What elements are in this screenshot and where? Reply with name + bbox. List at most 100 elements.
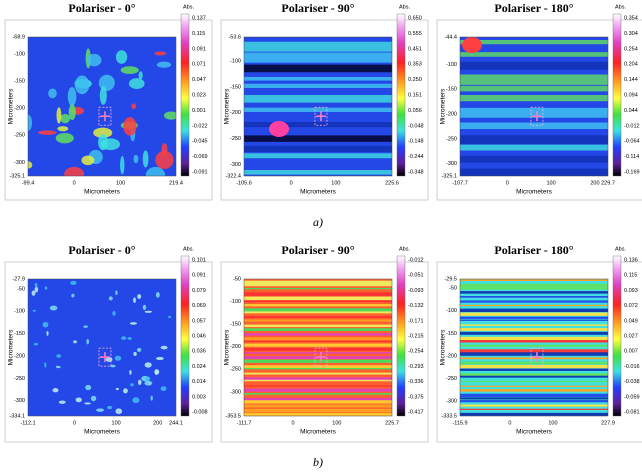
heatmap-stripe xyxy=(244,287,392,290)
colorbar-tick-label: 0.057 xyxy=(192,318,206,324)
heatmap-stripe xyxy=(460,331,608,335)
colorbar-tick-label: 0.036 xyxy=(192,349,206,355)
heatmap-blob xyxy=(42,321,49,328)
heatmap-blob xyxy=(106,405,113,410)
heatmap-blob xyxy=(57,126,69,132)
colorbar-tick-label: -0.048 xyxy=(408,123,424,129)
heatmap-blob xyxy=(137,347,142,352)
heatmap-blob xyxy=(52,388,59,393)
heatmap-stripe xyxy=(244,316,392,319)
roi-box xyxy=(98,106,112,126)
roi-box xyxy=(530,106,544,126)
colorbar-tick-label: 0.027 xyxy=(624,333,638,339)
panel-title: Polariser - 180° xyxy=(494,1,573,15)
heatmap-blob xyxy=(93,127,113,138)
heatmap xyxy=(244,37,392,176)
colorbar-tick-label: 0.151 xyxy=(408,92,422,98)
heatmap-blob xyxy=(60,113,70,124)
colorbar xyxy=(396,255,406,417)
heatmap-stripe xyxy=(244,308,392,312)
heatmap-stripe xyxy=(244,304,392,307)
heatmap-blob xyxy=(160,345,168,350)
colorbar-tick-label: 0.056 xyxy=(408,108,422,114)
heatmap-blob xyxy=(150,395,153,401)
heatmap-blob xyxy=(34,286,39,293)
colorbar-tick-label: 0.071 xyxy=(192,62,206,68)
colorbar-title: Abs. xyxy=(183,246,194,252)
roi-cross xyxy=(315,111,326,122)
colorbar-tick-label: 0.137 xyxy=(192,15,206,21)
colorbar-tick-label: 0.204 xyxy=(624,62,638,68)
x-axis-label: Micrometers xyxy=(84,429,121,436)
heatmap-stripe xyxy=(460,74,608,85)
colorbar-title: Abs. xyxy=(399,4,410,10)
y-tick-label: -50 xyxy=(449,286,457,292)
heatmap-stripe xyxy=(460,122,608,130)
colorbar-tick-label: -0.093 xyxy=(408,288,424,294)
heatmap-blob xyxy=(56,366,61,369)
heatmap-stripe xyxy=(460,344,608,347)
colorbar-tick-label: 0.091 xyxy=(192,273,206,279)
x-tick-label: 0 xyxy=(506,180,509,186)
panel-frame xyxy=(4,19,213,201)
heatmap-blob xyxy=(142,150,149,168)
heatmap-stripe xyxy=(460,283,608,288)
colorbar-tick-label: -0.254 xyxy=(408,349,424,355)
heatmap-stripe xyxy=(460,412,608,416)
heatmap-blob xyxy=(33,343,38,346)
heatmap-stripe xyxy=(244,393,392,395)
heatmap-blob xyxy=(130,383,134,387)
panel: Polariser - 90° -53.6 -100 -150 -200 -250 -300… xyxy=(220,1,429,201)
x-tick-label: 100 xyxy=(112,420,121,426)
plot-border xyxy=(243,278,393,417)
y-tick-label: -200 xyxy=(230,110,241,116)
heatmap-blob xyxy=(44,286,48,290)
heatmap-blob xyxy=(71,293,75,298)
heatmap xyxy=(460,279,608,416)
heatmap-blob xyxy=(137,294,142,299)
x-axis-label: Micrometers xyxy=(516,189,553,196)
heatmap-stripe xyxy=(460,373,608,377)
panel: Polariser - 180° -44.4 -100 -150 -200 -250 -30… xyxy=(436,1,642,201)
y-axis-label: Micrometers xyxy=(8,88,15,125)
heatmap-blob xyxy=(121,336,127,340)
heatmap-blob xyxy=(58,400,66,404)
heatmap-blob xyxy=(56,107,62,124)
heatmap-blob xyxy=(120,155,125,175)
heatmap-stripe xyxy=(244,379,392,382)
heatmap-blob xyxy=(129,322,137,325)
heatmap-blob xyxy=(73,340,77,344)
heatmap-blob xyxy=(98,134,108,151)
heatmap-blob xyxy=(115,408,123,415)
panel: Polariser - 0° -68.9 -100 -150 -200 -250 -300 -… xyxy=(4,1,213,201)
y-axis-label: Micrometers xyxy=(8,329,15,366)
heatmap-stripe xyxy=(244,153,392,159)
y-tick-label: -250 xyxy=(230,136,241,142)
y-tick-label: -100 xyxy=(446,308,457,314)
heatmap-blob xyxy=(129,369,132,375)
x-tick-label: -105.6 xyxy=(236,180,252,186)
colorbar-tick-label: 0.024 xyxy=(192,364,206,370)
colorbar-tick-label: 0.304 xyxy=(624,31,638,37)
plot-border xyxy=(243,36,393,177)
colorbar-tick-label: -0.012 xyxy=(624,123,640,129)
colorbar-tick-label: 0.354 xyxy=(624,15,638,21)
colorbar-tick-label: -0.148 xyxy=(408,139,424,145)
heatmap-blob xyxy=(68,104,76,121)
y-tick-label: -150 xyxy=(446,331,457,337)
roi-box xyxy=(314,347,328,367)
heatmap-stripe xyxy=(460,295,608,298)
heatmap-stripe xyxy=(460,300,608,303)
x-tick-label: 0 xyxy=(508,420,511,426)
colorbar-tick-label: 0.115 xyxy=(624,273,637,279)
panel-frame xyxy=(220,19,429,201)
heatmap-stripe xyxy=(244,280,392,284)
heatmap-blob xyxy=(99,86,107,105)
heatmap-stripe xyxy=(460,135,608,145)
colorbar-tick-label: -0.081 xyxy=(624,409,640,415)
colorbar xyxy=(612,255,622,417)
heatmap-stripe xyxy=(460,144,608,151)
heatmap-blob xyxy=(86,53,102,67)
heatmap-stripe xyxy=(460,312,608,316)
heatmap-stripe xyxy=(460,389,608,392)
